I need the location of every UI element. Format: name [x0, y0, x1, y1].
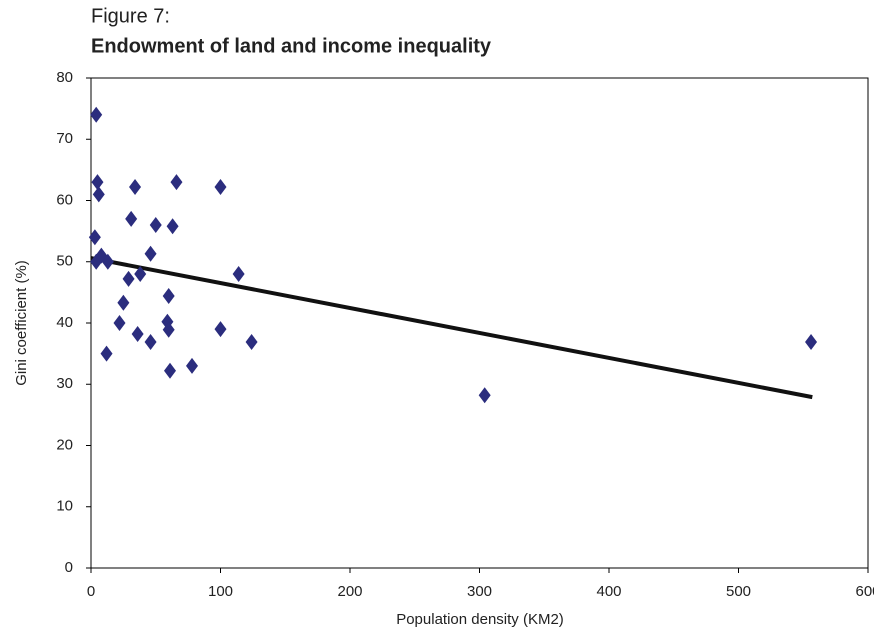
data-point — [149, 217, 162, 233]
y-tick-label: 0 — [65, 559, 73, 576]
x-tick-label: 400 — [596, 583, 621, 600]
y-tick-label: 20 — [56, 436, 73, 453]
data-point — [232, 266, 245, 282]
data-point — [144, 333, 157, 350]
data-point — [122, 270, 135, 287]
data-point — [117, 294, 130, 311]
data-point — [170, 174, 183, 191]
y-tick-label: 30 — [56, 375, 73, 392]
chart-subtitle: Endowment of land and income inequality — [91, 35, 492, 57]
data-point — [134, 266, 147, 282]
data-point — [162, 288, 175, 305]
x-axis-title: Population density (KM2) — [396, 611, 564, 628]
trend-line — [90, 256, 813, 400]
data-point — [214, 179, 227, 196]
x-tick-label: 500 — [726, 583, 751, 600]
y-tick-label: 60 — [56, 191, 73, 208]
data-point — [162, 321, 175, 338]
data-point — [100, 345, 113, 362]
data-point — [214, 321, 227, 338]
data-point — [90, 106, 103, 123]
data-point — [88, 229, 101, 246]
data-point — [478, 387, 491, 404]
x-tick-label: 300 — [467, 583, 492, 600]
data-point — [92, 186, 105, 203]
data-point — [125, 210, 138, 227]
data-point — [91, 174, 104, 191]
chart-title: Figure 7: — [91, 5, 170, 27]
data-point — [245, 333, 258, 350]
plot-area — [90, 77, 869, 569]
y-tick-label: 50 — [56, 253, 73, 270]
x-tick-label: 200 — [337, 583, 362, 600]
data-point — [131, 326, 144, 343]
data-point — [163, 362, 176, 379]
data-point — [166, 218, 179, 235]
data-point — [186, 357, 199, 374]
data-point — [129, 179, 142, 196]
y-tick-label: 40 — [56, 314, 73, 331]
data-point — [101, 253, 114, 270]
data-point — [113, 315, 126, 331]
data-point — [805, 333, 818, 350]
y-tick-label: 80 — [56, 69, 73, 86]
x-tick-label: 600 — [855, 583, 874, 600]
y-tick-label: 10 — [56, 498, 73, 515]
y-tick-label: 70 — [56, 130, 73, 147]
x-tick-label: 100 — [208, 583, 233, 600]
data-point — [144, 245, 157, 262]
y-axis-title: Gini coefficient (%) — [13, 260, 30, 386]
x-tick-label: 0 — [87, 583, 95, 600]
